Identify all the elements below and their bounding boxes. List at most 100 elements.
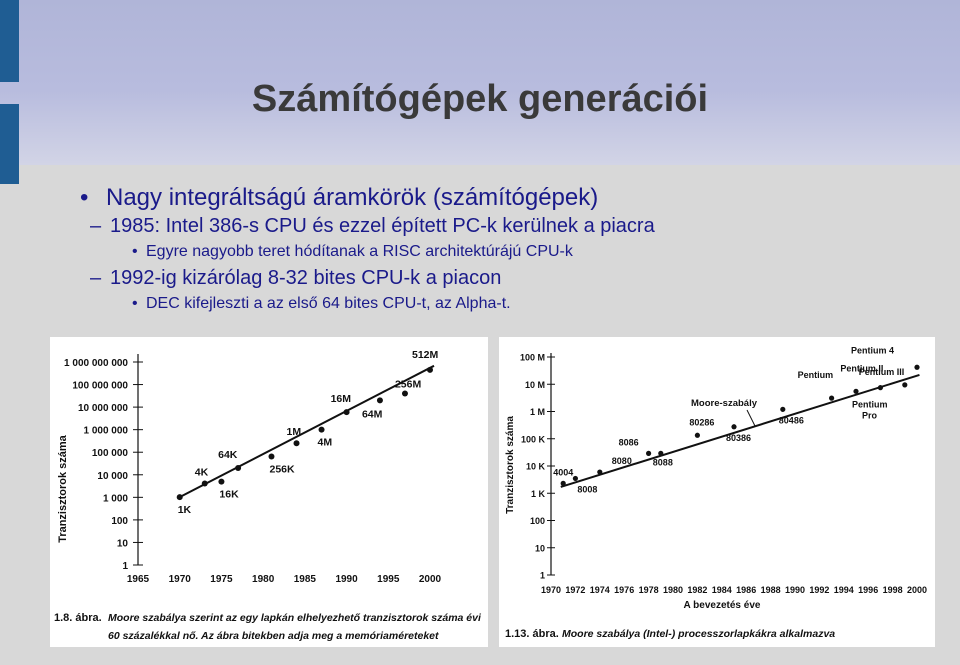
chart2-point xyxy=(780,406,786,412)
chart2-y-tick-label: 100 M xyxy=(520,353,545,363)
chart1-point xyxy=(293,440,300,447)
chart1-y-tick-label: 10 xyxy=(117,538,129,549)
bullet-item: DEC kifejleszti a az első 64 bites CPU-t… xyxy=(80,291,940,317)
chart1-y-tick-label: 1 xyxy=(122,561,128,572)
chart1-point xyxy=(176,494,183,501)
chart1-y-tick-label: 1 000 000 000 xyxy=(64,358,128,369)
chart2-point xyxy=(914,364,920,370)
chart1-point-label: 4M xyxy=(318,437,333,449)
chart1-caption-line1: Moore szabálya szerint az egy lapkán elh… xyxy=(108,612,482,624)
chart1-point xyxy=(343,409,350,416)
chart2-point-label: 8080 xyxy=(612,456,632,466)
chart1-trend-line xyxy=(177,364,435,499)
bullet-item: Nagy integráltságú áramkörök (számítógép… xyxy=(80,183,940,213)
chart1-point-label: 64M xyxy=(362,408,383,420)
chart1-point-label: 1M xyxy=(287,426,302,438)
bullet-item: 1992-ig kizárólag 8-32 bites CPU-k a pia… xyxy=(80,265,940,291)
chart2-x-tick-label: 1994 xyxy=(834,585,854,595)
chart2-x-tick-label: 1988 xyxy=(761,585,781,595)
chart1-y-tick-label: 1 000 xyxy=(103,493,128,504)
chart2-x-tick-label: 1986 xyxy=(736,585,756,595)
chart2-trend-arrow xyxy=(746,409,756,427)
chart2-trend-label: Moore-szabály xyxy=(691,398,758,409)
chart1-x-tick-label: 1970 xyxy=(169,574,192,585)
chart2-point-label: 8086 xyxy=(619,437,639,447)
chart1-point-label: 512M xyxy=(412,349,439,361)
chart2-y-tick-label: 100 xyxy=(530,516,545,526)
chart1-point xyxy=(268,453,275,460)
accent-bar-bottom xyxy=(0,104,19,184)
chart1-y-tick-label: 1 000 000 xyxy=(84,426,129,437)
chart2-caption-number: 1.13. ábra. xyxy=(505,628,559,640)
chart2-x-tick-label: 1974 xyxy=(590,585,610,595)
chart1-caption-number: 1.8. ábra. xyxy=(54,612,102,624)
cpu-chart-svg: Tranzisztorok száma A bevezetés éve Moor… xyxy=(505,345,927,640)
memory-chart-svg: Tranzisztorok száma 1.8. ábra. Moore sza… xyxy=(54,349,482,642)
chart2-point-label: Pentium Pro xyxy=(852,399,888,420)
chart2-y-tick-label: 100 K xyxy=(521,434,546,444)
chart2-ylabel: Tranzisztorok száma xyxy=(505,416,516,514)
chart2-x-tick-label: 1970 xyxy=(541,585,561,595)
chart1-y-tick-label: 10 000 000 xyxy=(78,403,128,414)
figure-cpu-chart: Tranzisztorok száma A bevezetés éve Moor… xyxy=(499,337,935,647)
chart2-trend-line xyxy=(560,373,920,488)
chart1-point-label: 4K xyxy=(195,467,209,479)
chart1-x-tick-label: 1980 xyxy=(252,574,275,585)
chart1-point xyxy=(201,480,208,487)
chart2-y-tick-label: 10 M xyxy=(525,380,545,390)
chart2-x-tick-label: 1996 xyxy=(858,585,878,595)
chart1-point xyxy=(218,478,225,485)
chart2-point xyxy=(731,424,737,430)
chart1-point-label: 16K xyxy=(219,489,239,501)
chart2-x-tick-label: 1972 xyxy=(565,585,585,595)
chart2-point-label: 8008 xyxy=(577,484,597,494)
chart2-point-label: Pentium II xyxy=(840,364,883,374)
bullet-item: Egyre nagyobb teret hódítanak a RISC arc… xyxy=(80,239,940,265)
chart2-x-tick-label: 1998 xyxy=(883,585,903,595)
chart2-x-tick-label: 2000 xyxy=(907,585,927,595)
chart1-point-label: 1K xyxy=(178,504,192,516)
figure-memory-chart: Tranzisztorok száma 1.8. ábra. Moore sza… xyxy=(50,337,488,647)
chart2-point xyxy=(597,469,603,475)
chart1-caption-line2: 60 százalékkal nő. Az ábra bitekben adja… xyxy=(108,630,439,642)
chart2-x-tick-label: 1978 xyxy=(639,585,659,595)
chart2-x-tick-label: 1990 xyxy=(785,585,805,595)
chart2-point xyxy=(572,475,578,482)
chart2-point-label: 80486 xyxy=(779,415,804,425)
chart2-point-label: 80286 xyxy=(689,417,714,427)
chart2-point xyxy=(560,480,566,486)
chart1-y-tick-label: 100 xyxy=(111,516,128,527)
bullet-list: Nagy integráltságú áramkörök (számítógép… xyxy=(80,183,940,317)
chart2-y-tick-label: 1 M xyxy=(530,407,545,417)
chart1-point-label: 256K xyxy=(269,463,295,475)
chart2-point-label: 8088 xyxy=(653,457,673,467)
chart2-x-tick-label: 1984 xyxy=(712,585,732,595)
chart1-point-label: 16M xyxy=(331,393,352,405)
bullet-item: 1985: Intel 386-s CPU és ezzel épített P… xyxy=(80,213,940,239)
chart2-point-label: Pentium xyxy=(798,370,834,380)
chart2-point xyxy=(694,432,700,438)
chart1-y-tick-label: 100 000 xyxy=(92,448,129,459)
chart1-x-tick-label: 1995 xyxy=(377,574,400,585)
chart2-point-label: Pentium 4 xyxy=(851,345,894,355)
accent-bar-top xyxy=(0,0,19,82)
chart2-point xyxy=(829,395,835,401)
header-band xyxy=(0,0,960,165)
chart2-x-tick-label: 1980 xyxy=(663,585,683,595)
chart2-point-label: Pentium III xyxy=(859,367,905,377)
chart1-x-tick-label: 2000 xyxy=(419,574,442,585)
chart2-point xyxy=(877,385,883,391)
chart1-point-label: 64K xyxy=(218,449,238,461)
chart1-x-tick-label: 1990 xyxy=(335,574,358,585)
chart1-y-tick-label: 10 000 xyxy=(97,471,128,482)
chart2-caption-line1: Moore szabálya (Intel-) processzorlapkák… xyxy=(562,628,835,640)
chart1-ylabel: Tranzisztorok száma xyxy=(57,434,69,542)
chart2-point xyxy=(646,450,652,456)
chart2-y-tick-label: 10 K xyxy=(526,462,546,472)
chart2-point xyxy=(902,382,908,388)
chart2-y-tick-label: 1 K xyxy=(531,489,546,499)
chart1-point xyxy=(427,366,433,373)
chart1-x-tick-label: 1985 xyxy=(294,574,317,585)
chart2-x-tick-label: 1992 xyxy=(809,585,829,595)
chart1-point xyxy=(318,426,325,433)
